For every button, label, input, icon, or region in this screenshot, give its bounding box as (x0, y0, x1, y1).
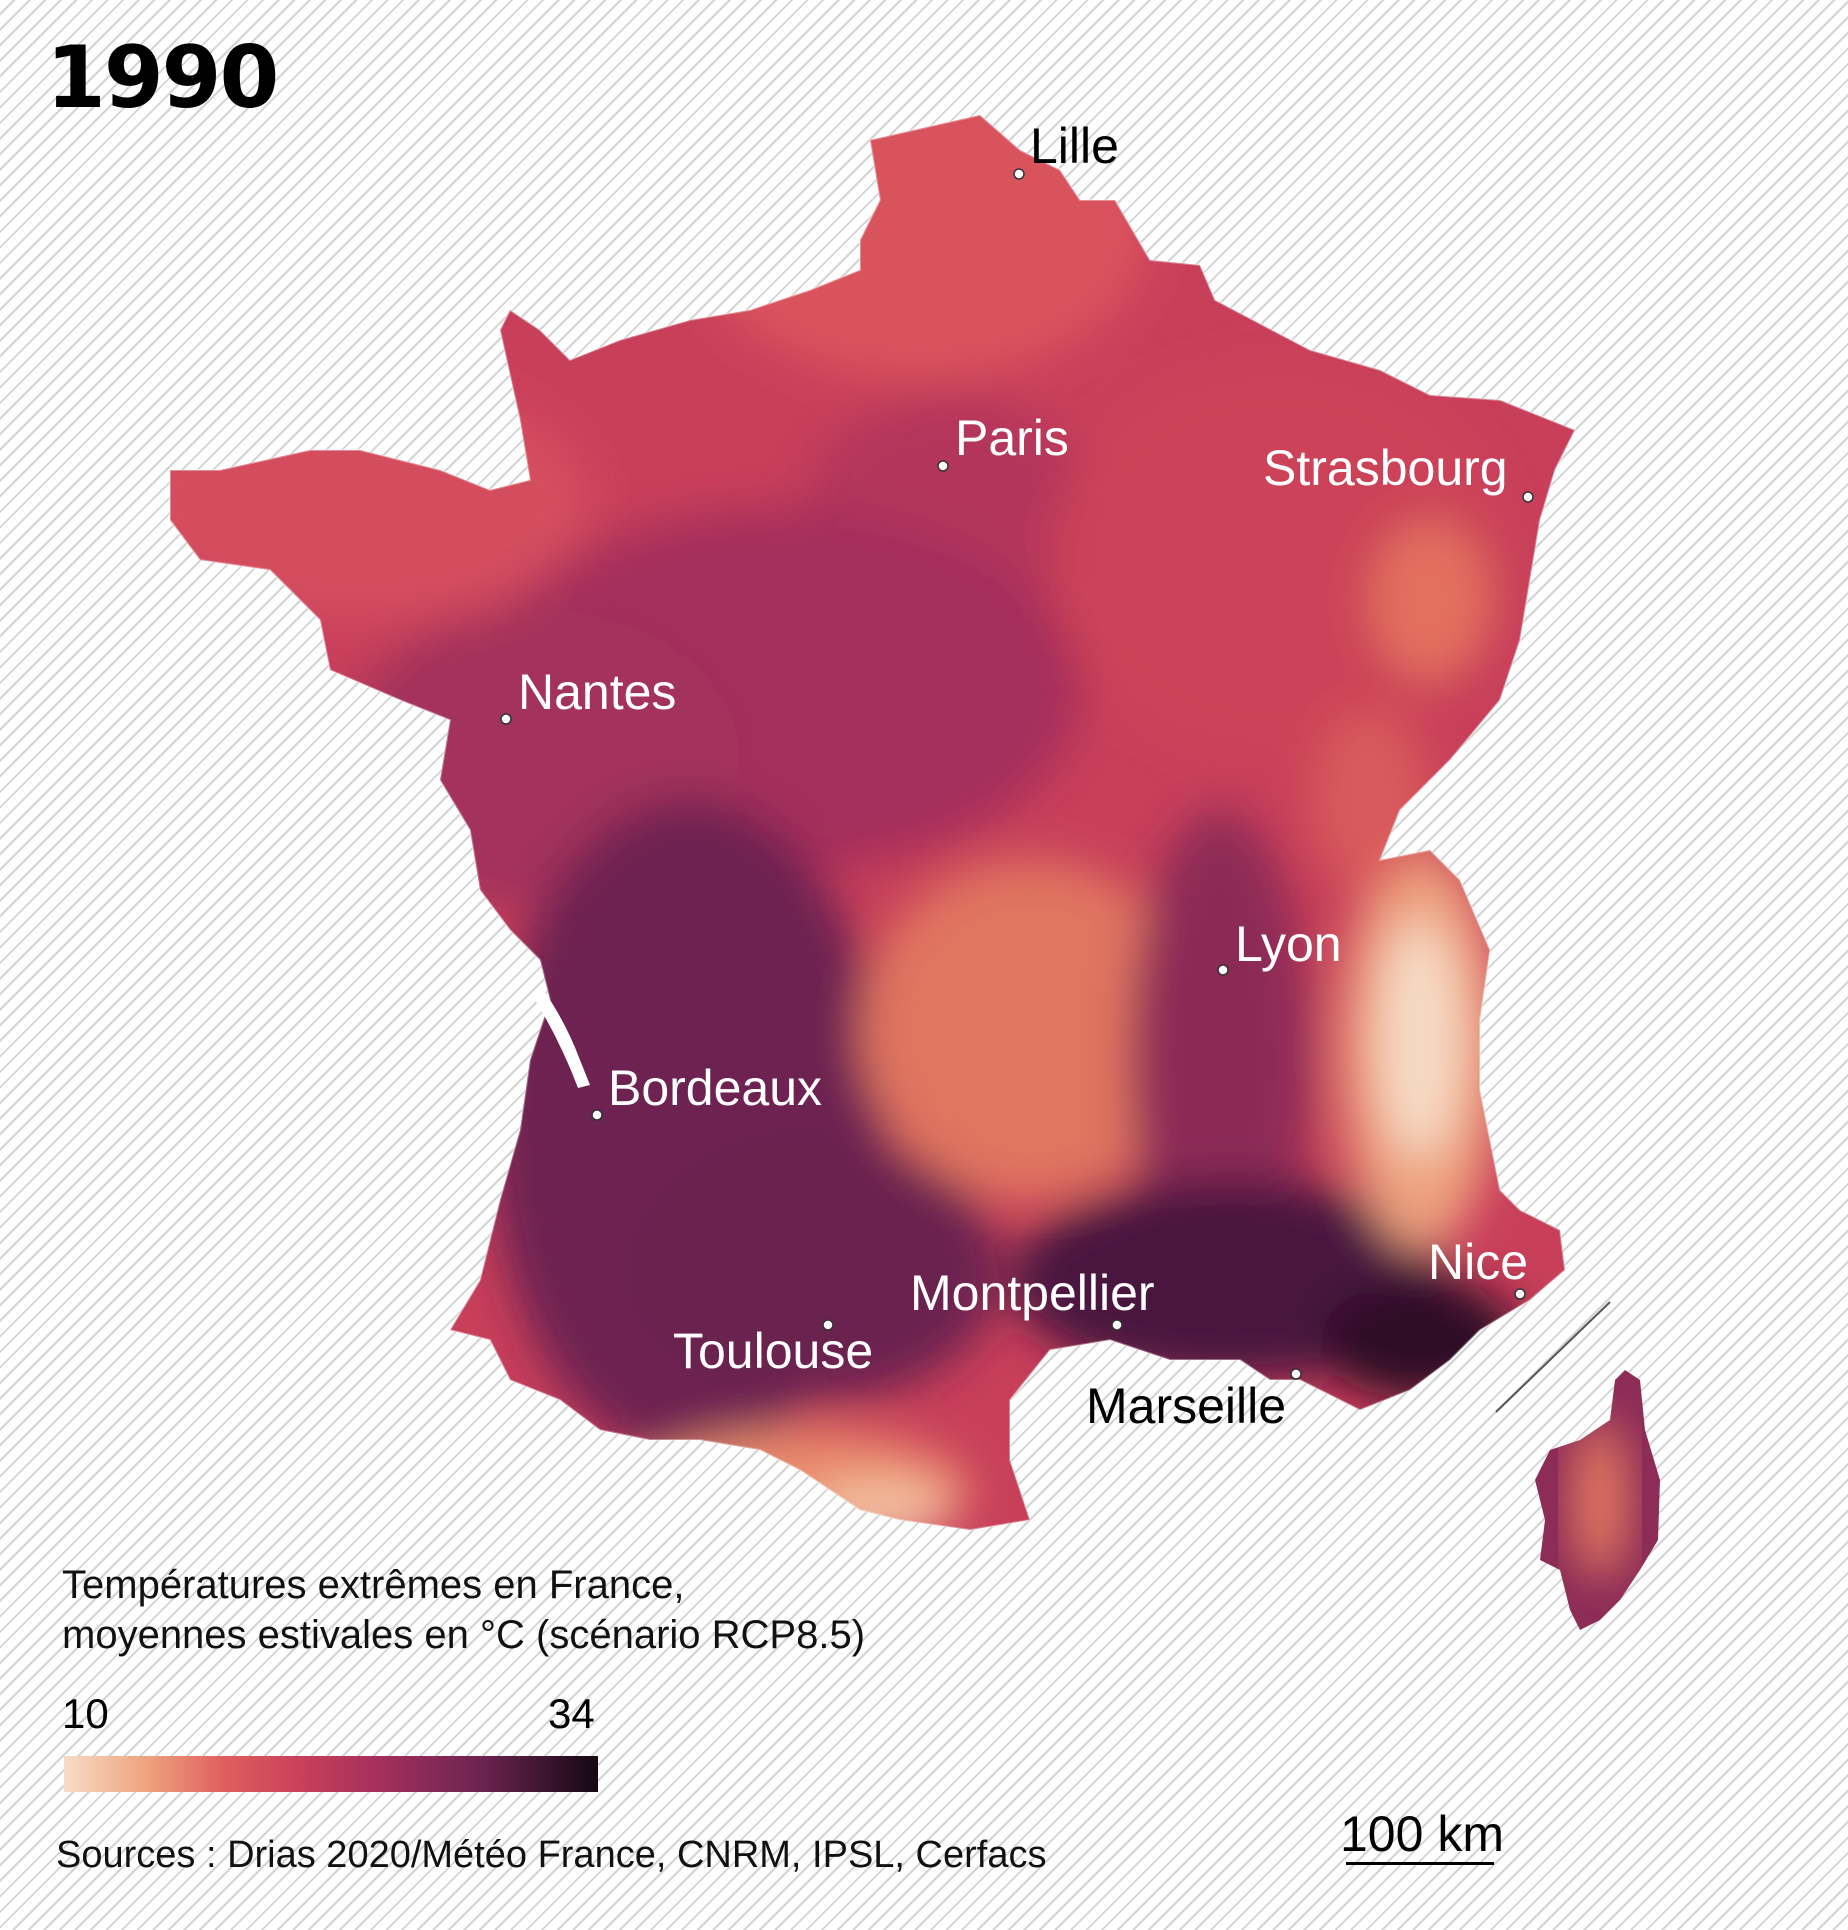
city-markers: Lille Paris Strasbourg Nantes Lyon Bordeaux Ni… (500, 118, 1534, 1434)
corsica-mountains (1570, 1420, 1630, 1580)
city-dot-lille (1013, 168, 1025, 180)
city-label-lyon: Lyon (1235, 916, 1342, 972)
scale-bar-label: 100 km (1340, 1806, 1504, 1862)
city-label-montpellier: Montpellier (910, 1265, 1155, 1321)
city-label-marseille: Marseille (1086, 1378, 1286, 1434)
city-dot-montpellier (1111, 1319, 1123, 1331)
city-label-bordeaux: Bordeaux (608, 1060, 822, 1116)
zone-alps-peaks (1380, 920, 1460, 1160)
scale-bar-line (1346, 1862, 1494, 1865)
legend-title: Températures extrêmes en France, moyenne… (62, 1560, 962, 1660)
city-label-nantes: Nantes (518, 664, 676, 720)
city-label-lille: Lille (1030, 118, 1119, 174)
zone-toulouse-dark (640, 1140, 1000, 1400)
mainland-outline (169, 113, 1577, 1532)
city-dot-nantes (500, 713, 512, 725)
corsica (1535, 1370, 1660, 1630)
city-dot-lyon (1217, 964, 1229, 976)
city-dot-paris (937, 460, 949, 472)
legend-title-line1: Températures extrêmes en France, (62, 1563, 685, 1607)
city-label-paris: Paris (955, 410, 1069, 466)
city-dot-marseille (1290, 1368, 1302, 1380)
zone-pyrenees-peaks (810, 1480, 950, 1530)
city-label-nice: Nice (1428, 1234, 1528, 1290)
city-dot-strasbourg (1522, 491, 1534, 503)
zone-brittany-red (170, 380, 590, 620)
gironde-estuary (532, 985, 590, 1088)
zone-massif-central (860, 860, 1200, 1200)
corsica-inset-divider (1495, 1301, 1611, 1413)
zone-jura-red (1310, 710, 1430, 890)
legend-color-ramp (64, 1756, 598, 1792)
city-dot-toulouse (822, 1319, 834, 1331)
city-dot-bordeaux (591, 1109, 603, 1121)
sources-credit: Sources : Drias 2020/Météo France, CNRM,… (56, 1834, 1047, 1876)
map-title: 1990 (46, 28, 279, 128)
legend-max-value: 34 (548, 1690, 595, 1737)
legend-title-line2: moyennes estivales en °C (scénario RCP8.… (62, 1613, 866, 1657)
legend-min-value: 10 (62, 1690, 109, 1737)
city-dot-nice (1514, 1288, 1526, 1300)
city-label-toulouse: Toulouse (673, 1323, 873, 1379)
zone-vosges-light (1370, 520, 1490, 680)
city-label-strasbourg: Strasbourg (1263, 440, 1508, 496)
